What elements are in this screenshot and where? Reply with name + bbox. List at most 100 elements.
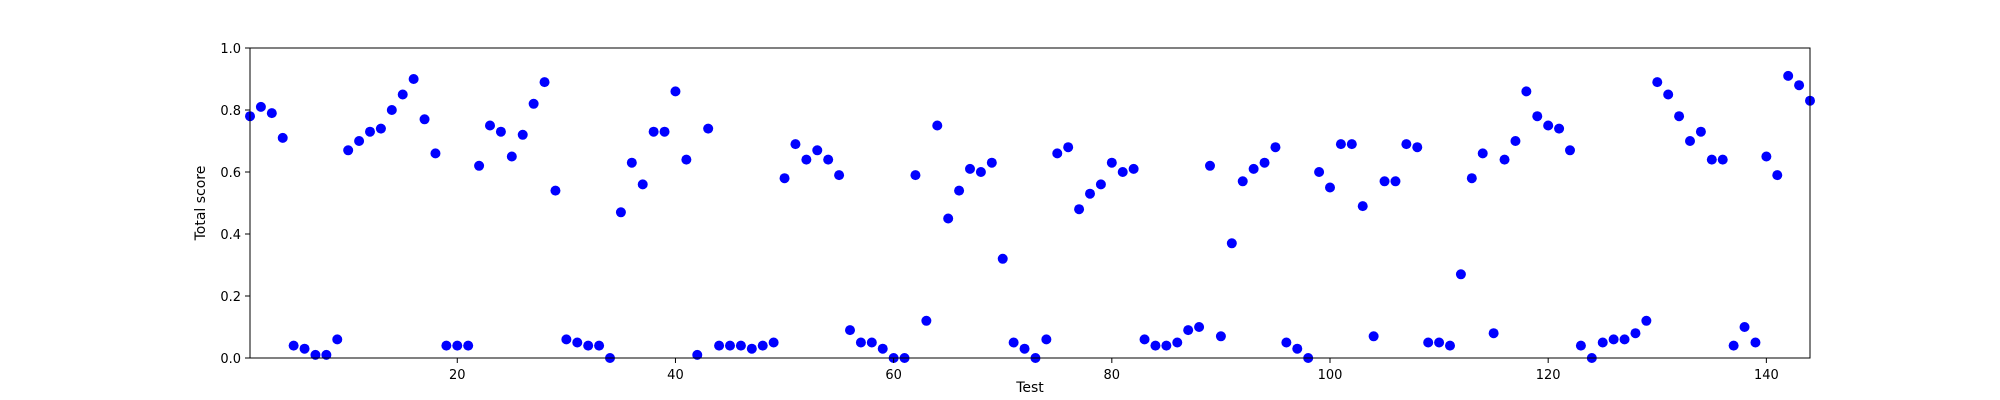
data-point (1161, 340, 1172, 351)
data-point (1314, 167, 1325, 177)
data-point (1619, 334, 1630, 345)
data-point (550, 185, 561, 196)
x-tick-label: 40 (667, 368, 684, 383)
data-point (1685, 136, 1695, 146)
data-point (1237, 176, 1248, 187)
data-point (866, 337, 877, 348)
data-point (321, 349, 332, 360)
y-tick-label: 1.0 (220, 42, 241, 57)
data-point (1128, 163, 1139, 174)
data-point (746, 343, 757, 354)
data-point (1575, 340, 1586, 351)
data-point (1270, 142, 1281, 153)
data-point (1641, 315, 1652, 326)
data-point (474, 160, 485, 171)
data-point (1226, 238, 1237, 249)
data-point (1695, 126, 1706, 137)
x-tick-label: 80 (1104, 368, 1121, 383)
data-point (354, 136, 365, 146)
data-point (1630, 328, 1641, 339)
data-point (1292, 343, 1303, 354)
data-point (855, 337, 866, 348)
data-point (703, 123, 714, 134)
y-axis-label: Total score (193, 166, 209, 242)
data-point (997, 253, 1008, 264)
data-point (615, 207, 626, 218)
data-point (1183, 325, 1194, 336)
data-point (1423, 337, 1434, 348)
data-point (299, 343, 310, 354)
data-point (1063, 142, 1074, 153)
x-tick-label: 20 (449, 368, 466, 383)
data-point (801, 154, 812, 165)
data-point (1259, 157, 1270, 168)
data-point (517, 129, 528, 140)
data-point (1794, 80, 1805, 91)
data-point (877, 343, 888, 354)
data-point (1052, 148, 1063, 159)
data-point (539, 77, 550, 88)
x-tick-label: 140 (1754, 368, 1779, 383)
x-axis-label: Test (1015, 380, 1044, 396)
data-point (1717, 154, 1728, 165)
data-point (932, 120, 943, 131)
x-tick-label: 120 (1536, 368, 1561, 383)
x-tick-label: 60 (885, 368, 902, 383)
data-point (845, 325, 855, 336)
data-point (1521, 86, 1532, 97)
data-point (1543, 120, 1554, 131)
data-point (386, 105, 397, 115)
data-point (375, 123, 386, 134)
data-point (277, 132, 288, 143)
data-point (1335, 139, 1346, 150)
data-point (1445, 340, 1455, 351)
x-tick-label: 100 (1318, 368, 1343, 383)
data-point (1739, 322, 1750, 332)
data-point (1194, 322, 1205, 332)
data-point (1674, 111, 1685, 122)
data-point (561, 334, 572, 345)
data-point (768, 337, 779, 348)
data-point (1565, 145, 1575, 156)
data-point (288, 340, 299, 351)
data-point (757, 340, 768, 351)
data-point (1455, 269, 1466, 280)
data-point (1466, 173, 1477, 184)
data-point (1074, 204, 1085, 215)
y-axis-ticks: 0.0 0.2 0.4 0.6 0.8 1.0 (220, 42, 250, 367)
data-point (1019, 343, 1030, 354)
data-point (1008, 337, 1019, 348)
data-point (441, 340, 452, 351)
data-point (965, 163, 975, 174)
y-tick-label: 0.8 (220, 104, 241, 119)
data-point (485, 120, 495, 131)
data-point (1750, 337, 1761, 348)
data-point (1106, 157, 1117, 168)
data-point (1095, 179, 1106, 190)
y-tick-label: 0.0 (220, 352, 241, 367)
data-point (1281, 337, 1292, 348)
data-point (452, 340, 463, 351)
data-point (1325, 182, 1335, 193)
data-point (834, 170, 845, 181)
data-point (1608, 334, 1619, 345)
data-point (1390, 176, 1401, 187)
data-point (921, 315, 932, 326)
data-point (365, 126, 375, 137)
data-point (910, 170, 921, 181)
data-point (1379, 176, 1390, 187)
y-tick-label: 0.2 (220, 290, 241, 305)
data-point (812, 145, 823, 156)
data-point (975, 167, 986, 177)
data-point (1663, 89, 1674, 100)
data-point (430, 148, 441, 159)
data-point (1532, 111, 1543, 122)
data-point (397, 89, 408, 100)
data-point (594, 340, 605, 351)
data-point (779, 173, 790, 184)
data-point (506, 151, 517, 162)
data-point (310, 349, 321, 360)
data-point (1434, 337, 1445, 348)
data-point (681, 154, 692, 165)
data-point (1772, 170, 1783, 181)
